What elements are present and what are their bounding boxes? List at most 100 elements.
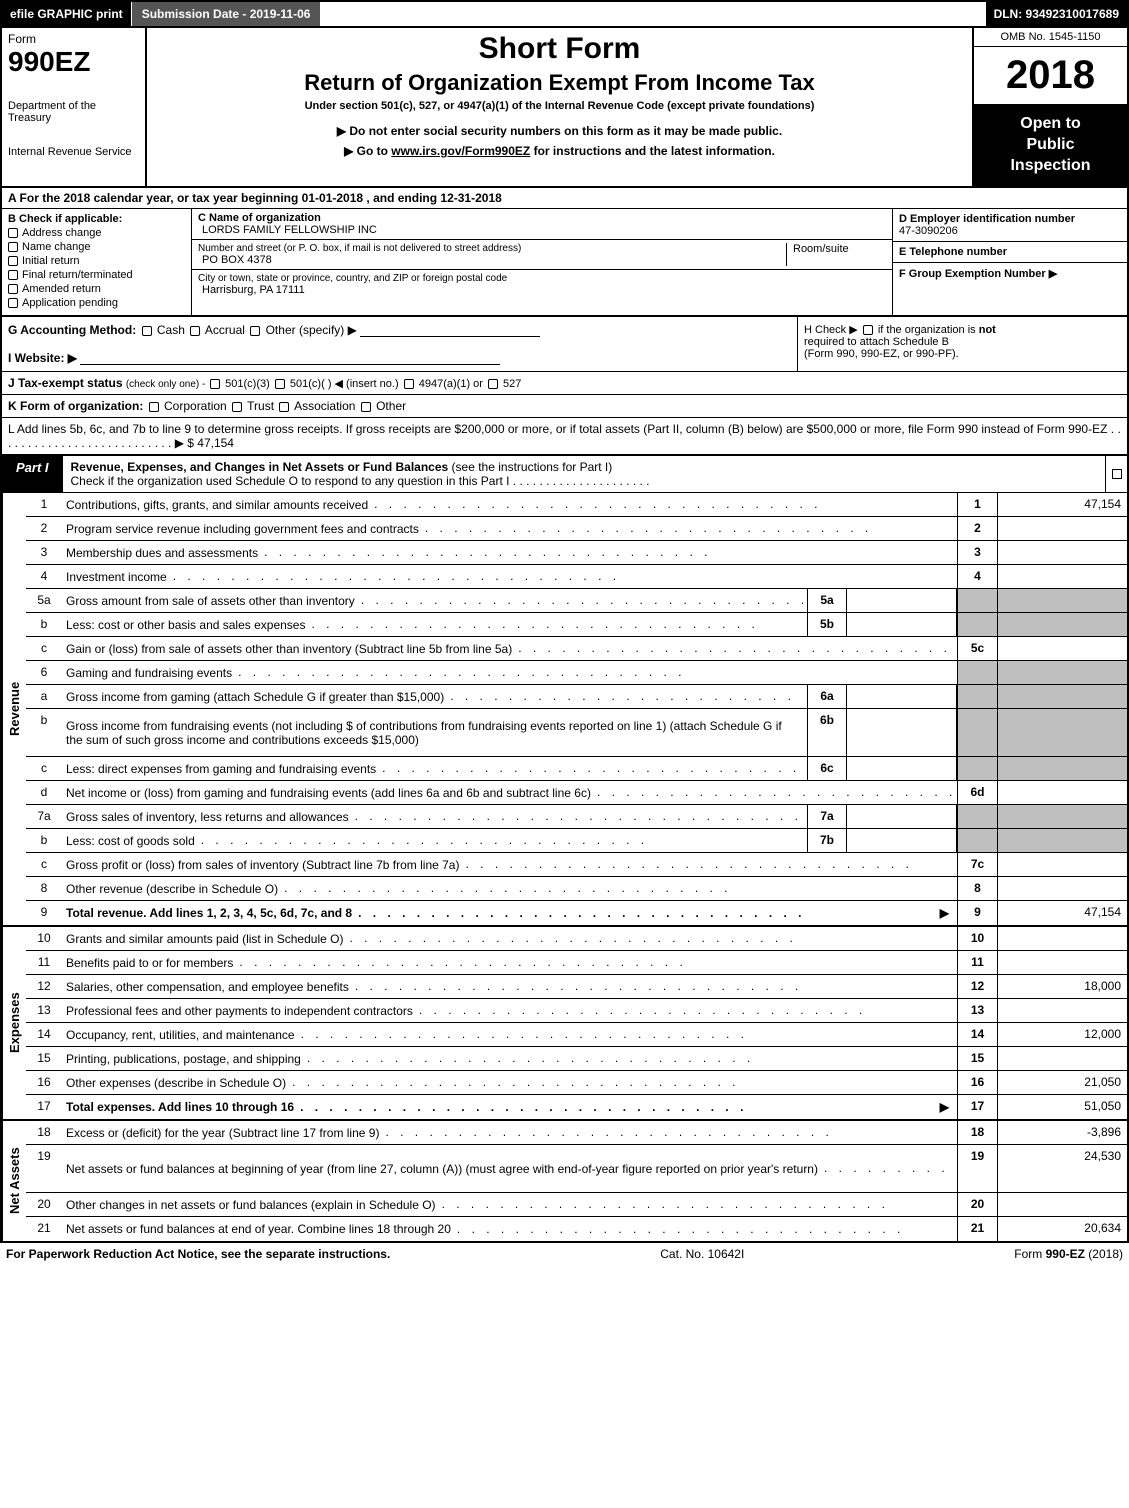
line-desc-text: Excess or (deficit) for the year (Subtra… <box>66 1126 379 1140</box>
table-row: 13Professional fees and other payments t… <box>26 999 1127 1023</box>
box-b-checkbox[interactable] <box>8 284 18 294</box>
box-b-checkbox[interactable] <box>8 298 18 308</box>
table-row: 17Total expenses. Add lines 10 through 1… <box>26 1095 1127 1119</box>
irs-link[interactable]: www.irs.gov/Form990EZ <box>391 144 530 158</box>
line-desc-text: Gross income from gaming (attach Schedul… <box>66 690 444 704</box>
line-number: 20 <box>26 1193 62 1216</box>
efile-print-button[interactable]: efile GRAPHIC print <box>2 2 131 26</box>
part1-header: Part I Revenue, Expenses, and Changes in… <box>0 456 1129 493</box>
right-line-value <box>997 951 1127 974</box>
line-number: 21 <box>26 1217 62 1241</box>
dot-leader: . . . . . . . . . . . . . . . . . . . . … <box>284 881 953 896</box>
accounting-method-radio[interactable] <box>250 326 260 336</box>
right-line-value <box>997 517 1127 540</box>
org-form-radio[interactable] <box>279 402 289 412</box>
line-number: 8 <box>26 877 62 900</box>
right-line-value <box>997 1193 1127 1216</box>
box-b-item-label: Application pending <box>22 297 118 309</box>
tax-exempt-label: 527 <box>500 378 521 390</box>
right-line-value <box>997 613 1127 636</box>
line-description: Investment income. . . . . . . . . . . .… <box>62 565 957 588</box>
line-desc-text: Gross amount from sale of assets other t… <box>66 594 355 608</box>
room-suite-label: Room/suite <box>786 243 886 266</box>
line-number: d <box>26 781 62 804</box>
right-line-value: 51,050 <box>997 1095 1127 1119</box>
part1-checkbox[interactable] <box>1112 469 1122 479</box>
box-b-checkbox[interactable] <box>8 228 18 238</box>
footer-mid: Cat. No. 10642I <box>390 1247 1014 1261</box>
org-form-radio[interactable] <box>149 402 159 412</box>
line-number: 12 <box>26 975 62 998</box>
right-line-number: 1 <box>957 493 997 516</box>
right-line-number: 17 <box>957 1095 997 1119</box>
right-line-value <box>997 685 1127 708</box>
org-name-label: C Name of organization <box>198 212 886 224</box>
line-desc-text: Grants and similar amounts paid (list in… <box>66 932 343 946</box>
line-desc-text: Net assets or fund balances at end of ye… <box>66 1222 451 1236</box>
tax-exempt-radio[interactable] <box>404 379 414 389</box>
line-h-checkbox[interactable] <box>863 325 873 335</box>
right-line-value: 12,000 <box>997 1023 1127 1046</box>
right-line-number <box>957 685 997 708</box>
accounting-method-radio[interactable] <box>142 326 152 336</box>
right-line-number <box>957 805 997 828</box>
part1-check-text: Check if the organization used Schedule … <box>71 474 510 488</box>
org-form-radio[interactable] <box>361 402 371 412</box>
open-public-inspection: Open to Public Inspection <box>974 104 1127 186</box>
right-line-value: 18,000 <box>997 975 1127 998</box>
dot-leader: . . . . . . . . . . . . . . . . . . . . … <box>425 521 953 536</box>
line-desc-text: Contributions, gifts, grants, and simila… <box>66 498 368 512</box>
line-number: 9 <box>26 901 62 925</box>
box-b-checkbox[interactable] <box>8 242 18 252</box>
org-form-radio[interactable] <box>232 402 242 412</box>
form-number: 990EZ <box>8 46 139 78</box>
table-row: 19Net assets or fund balances at beginni… <box>26 1145 1127 1193</box>
box-b-item-label: Initial return <box>22 255 79 267</box>
line-desc-text: Gross profit or (loss) from sales of inv… <box>66 858 459 872</box>
line-desc-text: Program service revenue including govern… <box>66 522 419 536</box>
org-addr: PO BOX 4378 <box>202 254 786 266</box>
right-line-value <box>997 877 1127 900</box>
right-line-value <box>997 757 1127 780</box>
box-b-checkbox[interactable] <box>8 256 18 266</box>
sub-line-number: 6a <box>807 685 847 708</box>
table-row: 10 Grants and similar amounts paid (list … <box>26 927 1127 951</box>
line-desc-text: Less: direct expenses from gaming and fu… <box>66 762 376 776</box>
box-b-item-label: Name change <box>22 241 91 253</box>
line-number: 10 <box>26 927 62 950</box>
dot-leader: . . . . . . . . . . . . . . . . . . . . … <box>457 1222 953 1237</box>
line-desc-text: Other changes in net assets or fund bala… <box>66 1198 436 1212</box>
table-row: 2Program service revenue including gover… <box>26 517 1127 541</box>
right-line-value <box>997 709 1127 756</box>
box-b-checkbox[interactable] <box>8 270 18 280</box>
part1-checkbox-cell <box>1105 456 1127 492</box>
table-row: 5aGross amount from sale of assets other… <box>26 589 1127 613</box>
line-description: Gross income from fundraising events (no… <box>62 709 807 756</box>
line-number: 3 <box>26 541 62 564</box>
goto-post: for instructions and the latest informat… <box>530 144 775 158</box>
right-line-value: 20,634 <box>997 1217 1127 1241</box>
tax-exempt-radio[interactable] <box>488 379 498 389</box>
sub-line-value <box>847 589 957 612</box>
dot-leader: . . . . . . . . . . . . . . . . . . . . … <box>361 593 803 608</box>
dot-leader: . . . . . . . . . . . . . . . . . . . . … <box>465 857 953 872</box>
line-description: Other changes in net assets or fund bala… <box>62 1193 957 1216</box>
dot-leader: . . . . . . . . . . . . . . . . . . . . … <box>201 833 803 848</box>
tax-exempt-radio[interactable] <box>210 379 220 389</box>
right-line-number: 6d <box>957 781 997 804</box>
table-row: 14Occupancy, rent, utilities, and mainte… <box>26 1023 1127 1047</box>
accounting-method-radio[interactable] <box>190 326 200 336</box>
arrow-icon: ▶ <box>940 1100 949 1114</box>
right-line-number: 16 <box>957 1071 997 1094</box>
line-desc-text: Gaming and fundraising events <box>66 666 232 680</box>
org-name-row: C Name of organization LORDS FAMILY FELL… <box>192 209 892 240</box>
right-line-number: 20 <box>957 1193 997 1216</box>
tax-exempt-radio[interactable] <box>275 379 285 389</box>
sub-line-value <box>847 709 957 756</box>
box-b-item: Name change <box>8 241 185 253</box>
right-line-value <box>997 999 1127 1022</box>
tax-exempt-label: 4947(a)(1) or <box>416 378 486 390</box>
line-desc-text: Net income or (loss) from gaming and fun… <box>66 786 591 800</box>
right-line-number: 4 <box>957 565 997 588</box>
tax-year: 2018 <box>974 47 1127 104</box>
